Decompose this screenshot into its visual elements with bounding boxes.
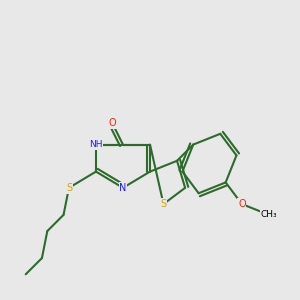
Text: O: O [108,118,116,128]
Text: N: N [119,183,127,193]
Text: O: O [238,199,246,209]
Text: S: S [66,183,72,193]
Text: S: S [160,199,166,209]
Text: NH: NH [89,140,103,149]
Text: CH₃: CH₃ [261,210,277,219]
